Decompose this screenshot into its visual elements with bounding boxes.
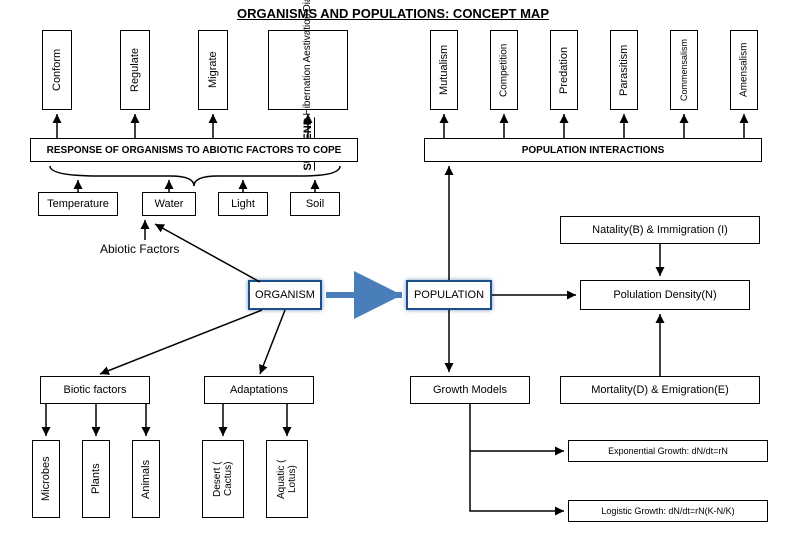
adaptations-header: Adaptations xyxy=(204,376,314,404)
suspend-diapause: Diapause xyxy=(302,0,314,12)
biotic-plants: Plants xyxy=(82,440,110,518)
response-conform: Conform xyxy=(42,30,72,110)
abiotic-water: Water xyxy=(142,192,196,216)
interaction-commensalism: Commensalism xyxy=(670,30,698,110)
biotic-header: Biotic factors xyxy=(40,376,150,404)
response-migrate: Migrate xyxy=(198,30,228,110)
interaction-parasitism: Parasitism xyxy=(610,30,638,110)
population-box: POPULATION xyxy=(406,280,492,310)
suspend-hibernation: Hibernation xyxy=(302,64,314,115)
mortality-box: Mortality(D) & Emigration(E) xyxy=(560,376,760,404)
growth-header: Growth Models xyxy=(410,376,530,404)
interactions-header: POPULATION INTERACTIONS xyxy=(424,138,762,162)
response-suspend: SUSPEND Hibernation Aestivation Diapause xyxy=(268,30,348,110)
growth-exponential: Exponential Growth: dN/dt=rN xyxy=(568,440,768,462)
page-title: ORGANISMS AND POPULATIONS: CONCEPT MAP xyxy=(0,6,786,21)
natality-box: Natality(B) & Immigration (I) xyxy=(560,216,760,244)
interaction-competition: Competition xyxy=(490,30,518,110)
abiotic-light: Light xyxy=(218,192,268,216)
response-regulate: Regulate xyxy=(120,30,150,110)
interaction-predation: Predation xyxy=(550,30,578,110)
biotic-microbes: Microbes xyxy=(32,440,60,518)
growth-logistic: Logistic Growth: dN/dt=rN(K-N/K) xyxy=(568,500,768,522)
interaction-mutualism: Mutualism xyxy=(430,30,458,110)
responses-header: RESPONSE OF ORGANISMS TO ABIOTIC FACTORS… xyxy=(30,138,358,162)
interaction-amensalism: Amensalism xyxy=(730,30,758,110)
density-box: Polulation Density(N) xyxy=(580,280,750,310)
organism-box: ORGANISM xyxy=(248,280,322,310)
biotic-animals: Animals xyxy=(132,440,160,518)
abiotic-soil: Soil xyxy=(290,192,340,216)
adaptation-aquatic: Aquatic ( Lotus) xyxy=(266,440,308,518)
abiotic-temperature: Temperature xyxy=(38,192,118,216)
abiotic-label: Abiotic Factors xyxy=(100,242,179,256)
suspend-aestivation: Aestivation xyxy=(302,14,314,63)
adaptation-desert: Desert ( Cactus) xyxy=(202,440,244,518)
